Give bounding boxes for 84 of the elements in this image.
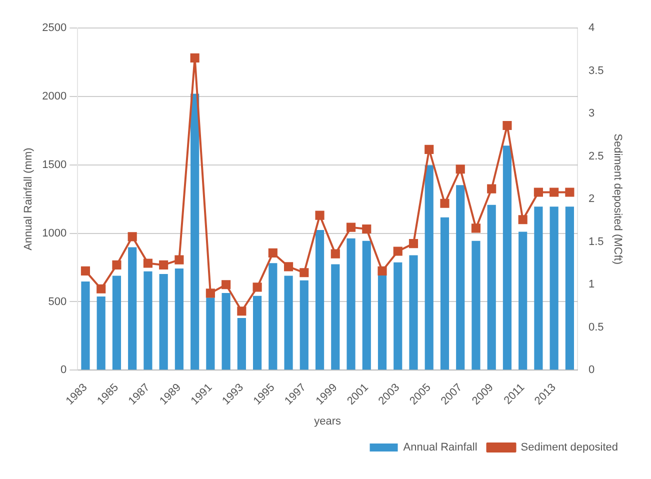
- bar: [362, 240, 371, 370]
- point: [565, 188, 574, 197]
- point: [330, 249, 340, 258]
- point: [424, 144, 434, 154]
- bar: [237, 318, 246, 370]
- point: [518, 215, 528, 224]
- bar: [518, 232, 528, 370]
- point: [268, 248, 278, 258]
- bar: [378, 274, 387, 370]
- bar: [268, 263, 278, 370]
- point: [190, 53, 200, 62]
- bar: [331, 264, 340, 370]
- bar: [440, 217, 450, 370]
- x-axis-title: years: [314, 415, 342, 428]
- bar: [550, 206, 558, 370]
- point: [128, 232, 137, 242]
- legend-label: Sediment deposited: [520, 442, 618, 454]
- bar: [284, 276, 293, 370]
- bar: [112, 276, 122, 370]
- bar: [222, 292, 230, 370]
- point: [487, 184, 496, 194]
- point: [300, 268, 309, 278]
- point: [143, 258, 152, 268]
- point: [378, 266, 387, 276]
- y2-tick-label: 0.5: [588, 321, 604, 334]
- y2-tick-label: 2: [588, 193, 595, 206]
- bar: [96, 296, 106, 370]
- bar: [487, 204, 496, 370]
- point: [174, 255, 184, 264]
- y-tick-label: 0: [60, 364, 67, 376]
- bar: [394, 262, 402, 370]
- y2-tick-label: 1: [588, 278, 595, 291]
- point: [112, 260, 122, 270]
- bar: [409, 255, 418, 370]
- y2-tick-label: 3: [588, 108, 595, 120]
- bar: [190, 94, 200, 370]
- point: [550, 188, 559, 197]
- y2-axis-title: Sediment deposited (MCft): [611, 134, 624, 265]
- y-tick-label: 2500: [42, 22, 67, 34]
- bar: [300, 280, 308, 370]
- point: [346, 222, 356, 232]
- bar: [174, 268, 184, 370]
- bar: [253, 296, 262, 370]
- point: [502, 120, 512, 130]
- point: [80, 266, 90, 276]
- y2-tick-label: 2.5: [588, 150, 604, 162]
- point: [284, 262, 294, 272]
- bar: [424, 165, 434, 370]
- point: [237, 306, 246, 316]
- point: [534, 188, 543, 197]
- bar: [565, 206, 574, 370]
- y2-tick-label: 1.5: [588, 236, 604, 248]
- bar: [456, 185, 465, 370]
- legend-label: Annual Rainfall: [403, 442, 478, 454]
- bar: [81, 281, 90, 370]
- point: [362, 224, 372, 234]
- y2-tick-label: 4: [588, 22, 595, 34]
- point: [252, 282, 262, 292]
- point: [456, 164, 465, 174]
- bar: [472, 240, 480, 370]
- point: [471, 224, 481, 233]
- bar: [502, 146, 512, 370]
- point: [222, 280, 231, 290]
- bar: [346, 238, 356, 370]
- y-tick-label: 2000: [42, 90, 67, 102]
- point: [96, 284, 106, 294]
- bar: [144, 271, 152, 370]
- bar: [128, 247, 137, 370]
- point: [315, 210, 324, 220]
- point: [440, 198, 450, 208]
- bar: [315, 230, 324, 370]
- point: [408, 239, 418, 248]
- point: [393, 246, 402, 256]
- y-tick-label: 1500: [42, 158, 67, 171]
- bar: [534, 206, 543, 370]
- y2-tick-label: 0: [588, 364, 595, 376]
- bar: [206, 298, 215, 370]
- y-axis-title: Annual Rainfall (mm): [22, 148, 35, 250]
- point: [206, 288, 215, 298]
- bar: [159, 274, 168, 370]
- point: [159, 260, 168, 270]
- y2-tick-label: 3.5: [588, 64, 604, 77]
- y-tick-label: 1000: [42, 227, 67, 240]
- y-tick-label: 500: [48, 296, 67, 308]
